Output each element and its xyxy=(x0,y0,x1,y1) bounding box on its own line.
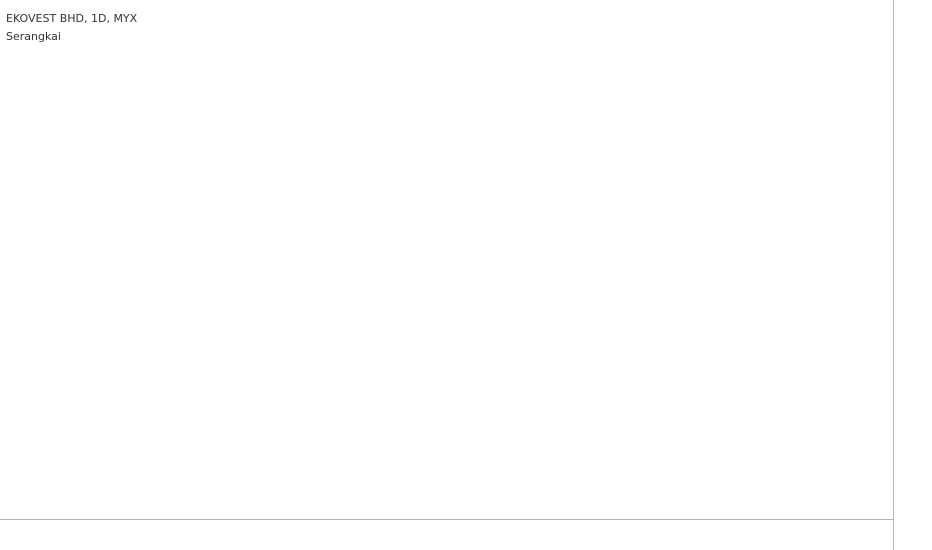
indicator-name: Serangkai xyxy=(6,30,61,43)
chart-title: EKOVEST BHD, 1D, MYX xyxy=(6,12,138,25)
